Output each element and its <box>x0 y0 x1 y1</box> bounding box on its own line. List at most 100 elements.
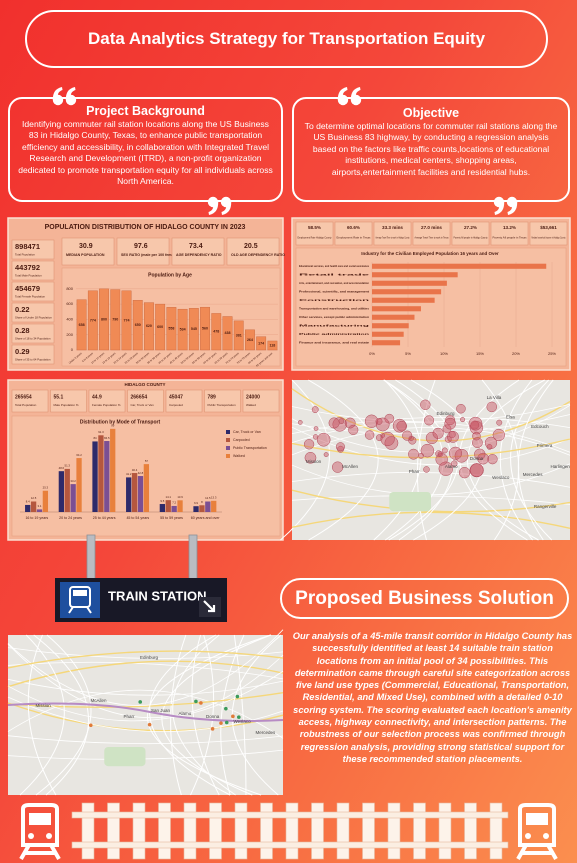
map-label: Alamo <box>445 464 458 469</box>
bar <box>70 484 76 512</box>
x-tick-label: 5% <box>405 351 411 356</box>
map-label: Harlingen <box>551 464 571 469</box>
data-label: 12.5 <box>31 496 37 500</box>
kpi-value: 13.2% <box>503 225 516 230</box>
map-marker <box>147 722 152 727</box>
bar <box>372 331 404 337</box>
bar <box>256 336 267 351</box>
kpi-value: 73.4 <box>189 243 203 250</box>
kpi-label: Average Travel Time to work in Texas <box>415 237 450 240</box>
map-label: McAllen <box>342 464 359 469</box>
map-label: Mission <box>36 703 52 708</box>
y-tick-label: Professional, scientific, and management <box>299 289 369 293</box>
quote-tail <box>507 202 518 215</box>
map-point <box>451 460 458 467</box>
bar <box>104 441 110 512</box>
data-label: 48.6 <box>59 466 65 470</box>
data-label: 774 <box>124 318 130 322</box>
bar <box>36 509 43 512</box>
rail-tie <box>183 802 197 860</box>
x-tick-label: 0% <box>369 351 375 356</box>
x-tick-label: 20 to 24 years <box>59 516 82 520</box>
train-light <box>46 833 52 839</box>
quote-tail <box>65 87 76 100</box>
bar <box>233 320 244 351</box>
map-point <box>492 428 505 442</box>
bar <box>132 300 143 351</box>
map-point <box>375 417 390 432</box>
legend-swatch <box>226 430 230 434</box>
bar <box>64 468 70 512</box>
map-point <box>418 452 424 459</box>
rail-tie <box>209 802 222 860</box>
stat-label: Walked <box>246 403 256 407</box>
quote-icon <box>493 196 518 215</box>
rail-tie <box>81 802 95 860</box>
map-road <box>291 403 571 423</box>
data-label: 558 <box>168 327 174 331</box>
map-point <box>323 452 329 458</box>
bar <box>110 289 121 351</box>
map-marker <box>237 715 241 719</box>
stat-label: Total Female Population <box>15 295 45 299</box>
kpi-label: Employment Rate in Texas <box>337 237 372 240</box>
objective-box <box>292 97 570 202</box>
highway <box>7 702 284 722</box>
data-label: 438 <box>225 331 231 335</box>
chart-title: Industry for the Civilian Employed Popul… <box>361 251 499 256</box>
map-road <box>7 702 284 732</box>
data-label: 8 <box>201 500 203 504</box>
bar <box>171 505 177 512</box>
map-marker <box>194 699 198 704</box>
map-road <box>291 472 571 488</box>
kpi-label: SEX RATIO (male per 100 females) <box>121 253 180 257</box>
train-icon <box>516 803 558 860</box>
map-road <box>517 379 554 541</box>
map-point <box>423 466 430 473</box>
map-road <box>7 660 284 688</box>
bar <box>110 428 116 512</box>
map-point <box>375 418 383 425</box>
map-label: Weslaco <box>234 719 252 724</box>
map-road <box>149 634 231 796</box>
bar <box>193 506 199 512</box>
map-point <box>445 415 456 426</box>
kpi-value: 27.2% <box>464 225 477 230</box>
bar <box>222 316 233 351</box>
stat-box <box>204 389 241 413</box>
map-label: Pharr <box>124 714 136 719</box>
data-label: 118 <box>269 343 275 347</box>
map-point <box>297 420 303 425</box>
data-label: 534 <box>180 328 186 332</box>
data-label: 650 <box>135 323 141 327</box>
stat-label: Share of 18 to 34 Population <box>15 337 51 341</box>
bar <box>372 323 409 329</box>
map-road <box>459 379 528 541</box>
map-point <box>313 426 319 431</box>
sign-pole <box>188 534 198 580</box>
sign-train-body <box>69 586 91 608</box>
map-road <box>291 438 571 459</box>
stat-value: 265654 <box>15 394 32 400</box>
kpi-value: 97.6 <box>134 243 148 250</box>
legend-swatch <box>226 446 230 450</box>
data-label: 264 <box>247 338 253 342</box>
data-label: 560 <box>202 327 208 331</box>
stat-value: 0.22 <box>15 305 30 314</box>
stat-value: 0.28 <box>15 326 30 335</box>
bar <box>76 458 82 512</box>
map-road <box>33 634 89 796</box>
map-label: Rangerville <box>534 504 557 509</box>
rail-tie <box>234 802 248 860</box>
kpi-box <box>295 221 334 246</box>
map-point <box>304 451 317 464</box>
bar <box>372 272 458 278</box>
legend-swatch <box>226 454 230 458</box>
map-point <box>460 417 466 423</box>
x-tick-label: 15% <box>476 351 484 356</box>
kpi-value: $53,661 <box>540 225 557 230</box>
stat-value: 45047 <box>169 394 183 400</box>
kpi-label: Employment Rate Hidalgo County <box>298 237 333 240</box>
stat-label: Total Male Population <box>15 274 42 278</box>
